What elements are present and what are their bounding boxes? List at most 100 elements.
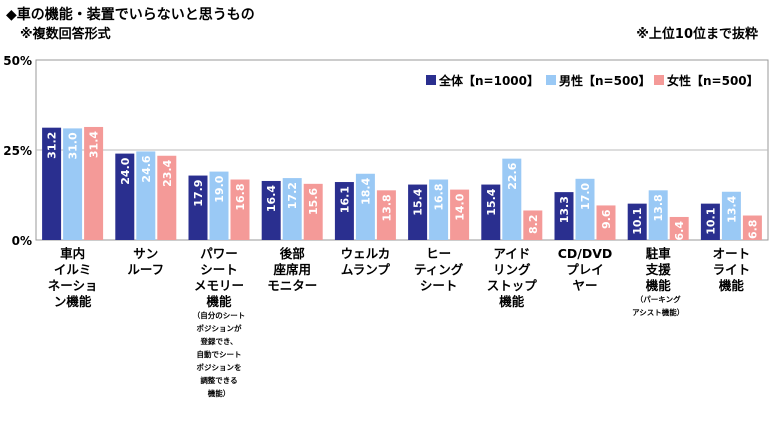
x-category-label: 駐車 [646, 246, 672, 261]
data-label: 10.1 [631, 208, 644, 235]
bar [261, 180, 281, 240]
bar [627, 203, 647, 240]
bar [502, 158, 522, 240]
data-label: 13.8 [380, 194, 393, 221]
bar [230, 179, 250, 240]
data-label: 31.2 [46, 132, 59, 159]
x-category-note: ポジションを [197, 362, 242, 372]
x-category-label: ティング [414, 262, 464, 277]
bar [721, 191, 741, 240]
bar [355, 173, 375, 240]
chart-note: ※上位10位まで抜粋 [636, 27, 758, 42]
x-category-label: ヒー [426, 246, 451, 261]
legend-label: 女性【n=500】 [667, 73, 759, 88]
bar [429, 179, 449, 240]
bar [523, 210, 543, 240]
x-category-label: アイド [493, 246, 530, 261]
bar [209, 171, 229, 240]
x-category-label: 機能 [499, 294, 525, 309]
bar [115, 153, 135, 240]
bar [450, 189, 470, 240]
data-label: 24.6 [140, 155, 153, 182]
data-label: 10.1 [704, 208, 717, 235]
bar [303, 183, 323, 240]
bar [575, 178, 595, 240]
data-label: 15.4 [412, 188, 425, 215]
data-label: 17.2 [286, 182, 299, 209]
x-category-label: ウェルカ [341, 246, 391, 261]
x-category-note: ポジションが [197, 323, 242, 333]
data-label: 23.4 [161, 159, 174, 186]
x-category-label: シート [420, 278, 458, 293]
x-category-label: 車内 [60, 246, 85, 261]
x-category-label: メモリー [194, 278, 244, 293]
chart-subtitle: ※複数回答形式 [20, 27, 111, 42]
data-label: 19.0 [213, 175, 226, 202]
legend-swatch [426, 75, 436, 85]
x-category-label: CD/DVD [558, 246, 613, 261]
bar [596, 205, 616, 240]
x-category-note: 登録でき、 [200, 336, 238, 346]
legend-label: 全体【n=1000】 [438, 73, 539, 88]
bar [136, 151, 156, 240]
bar [554, 192, 574, 240]
x-category-label: ストップ [487, 278, 538, 293]
data-label: 13.3 [558, 196, 571, 223]
x-category-note: 自動でシート [197, 349, 242, 359]
bar [84, 126, 104, 240]
data-label: 8.2 [527, 214, 540, 234]
bar [408, 184, 428, 240]
legend-swatch [654, 75, 664, 85]
bar [648, 190, 668, 240]
x-category-note: アシスト機能） [632, 307, 684, 317]
bar [700, 203, 720, 240]
x-category-label: ライト [713, 262, 751, 277]
data-label: 6.4 [673, 221, 686, 241]
data-label: 31.0 [67, 132, 80, 159]
x-category-label: ルーフ [127, 262, 164, 277]
x-category-label: プレイ [566, 262, 604, 277]
y-tick-label: 25% [3, 144, 32, 158]
bar [282, 178, 302, 240]
bar [481, 184, 501, 240]
data-label: 13.8 [652, 194, 665, 221]
x-category-label: 座席用 [272, 262, 311, 277]
x-category-label: 機能 [206, 294, 232, 309]
bar [188, 175, 208, 240]
bar [63, 128, 83, 240]
legend-swatch [546, 75, 556, 85]
x-category-label: イルミ [54, 262, 92, 277]
x-category-label: パワー [200, 246, 238, 261]
data-label: 13.4 [725, 195, 738, 222]
x-category-note: （自分のシート [193, 310, 246, 320]
data-label: 24.0 [119, 157, 132, 184]
x-category-label: リング [493, 262, 531, 277]
data-label: 31.4 [88, 131, 101, 158]
x-category-label: モニター [267, 278, 317, 293]
x-category-label: ネーショ [48, 278, 98, 293]
bar [42, 127, 62, 240]
data-label: 9.6 [600, 209, 613, 229]
data-label: 17.0 [579, 182, 592, 209]
data-label: 16.4 [265, 185, 278, 212]
chart-title: ◆車の機能・装置でいらないと思うもの [6, 7, 255, 23]
x-category-label: サン [133, 246, 158, 261]
y-tick-label: 50% [3, 54, 32, 68]
x-category-label: 機能 [719, 278, 745, 293]
x-category-note: 機能） [208, 388, 231, 398]
data-label: 22.6 [506, 162, 519, 189]
y-tick-label: 0% [12, 234, 32, 248]
x-category-note: （パーキング [636, 294, 681, 304]
bar [742, 215, 762, 240]
data-label: 15.4 [485, 188, 498, 215]
x-category-label: 後部 [280, 246, 306, 261]
x-category-note: 調整できる [200, 375, 237, 385]
data-label: 16.8 [433, 184, 446, 211]
legend-label: 男性【n=500】 [559, 73, 651, 88]
data-label: 6.8 [746, 220, 759, 240]
bar [376, 190, 396, 240]
bar [334, 182, 354, 240]
data-label: 16.1 [338, 186, 351, 213]
x-category-label: ムランプ [341, 262, 391, 277]
